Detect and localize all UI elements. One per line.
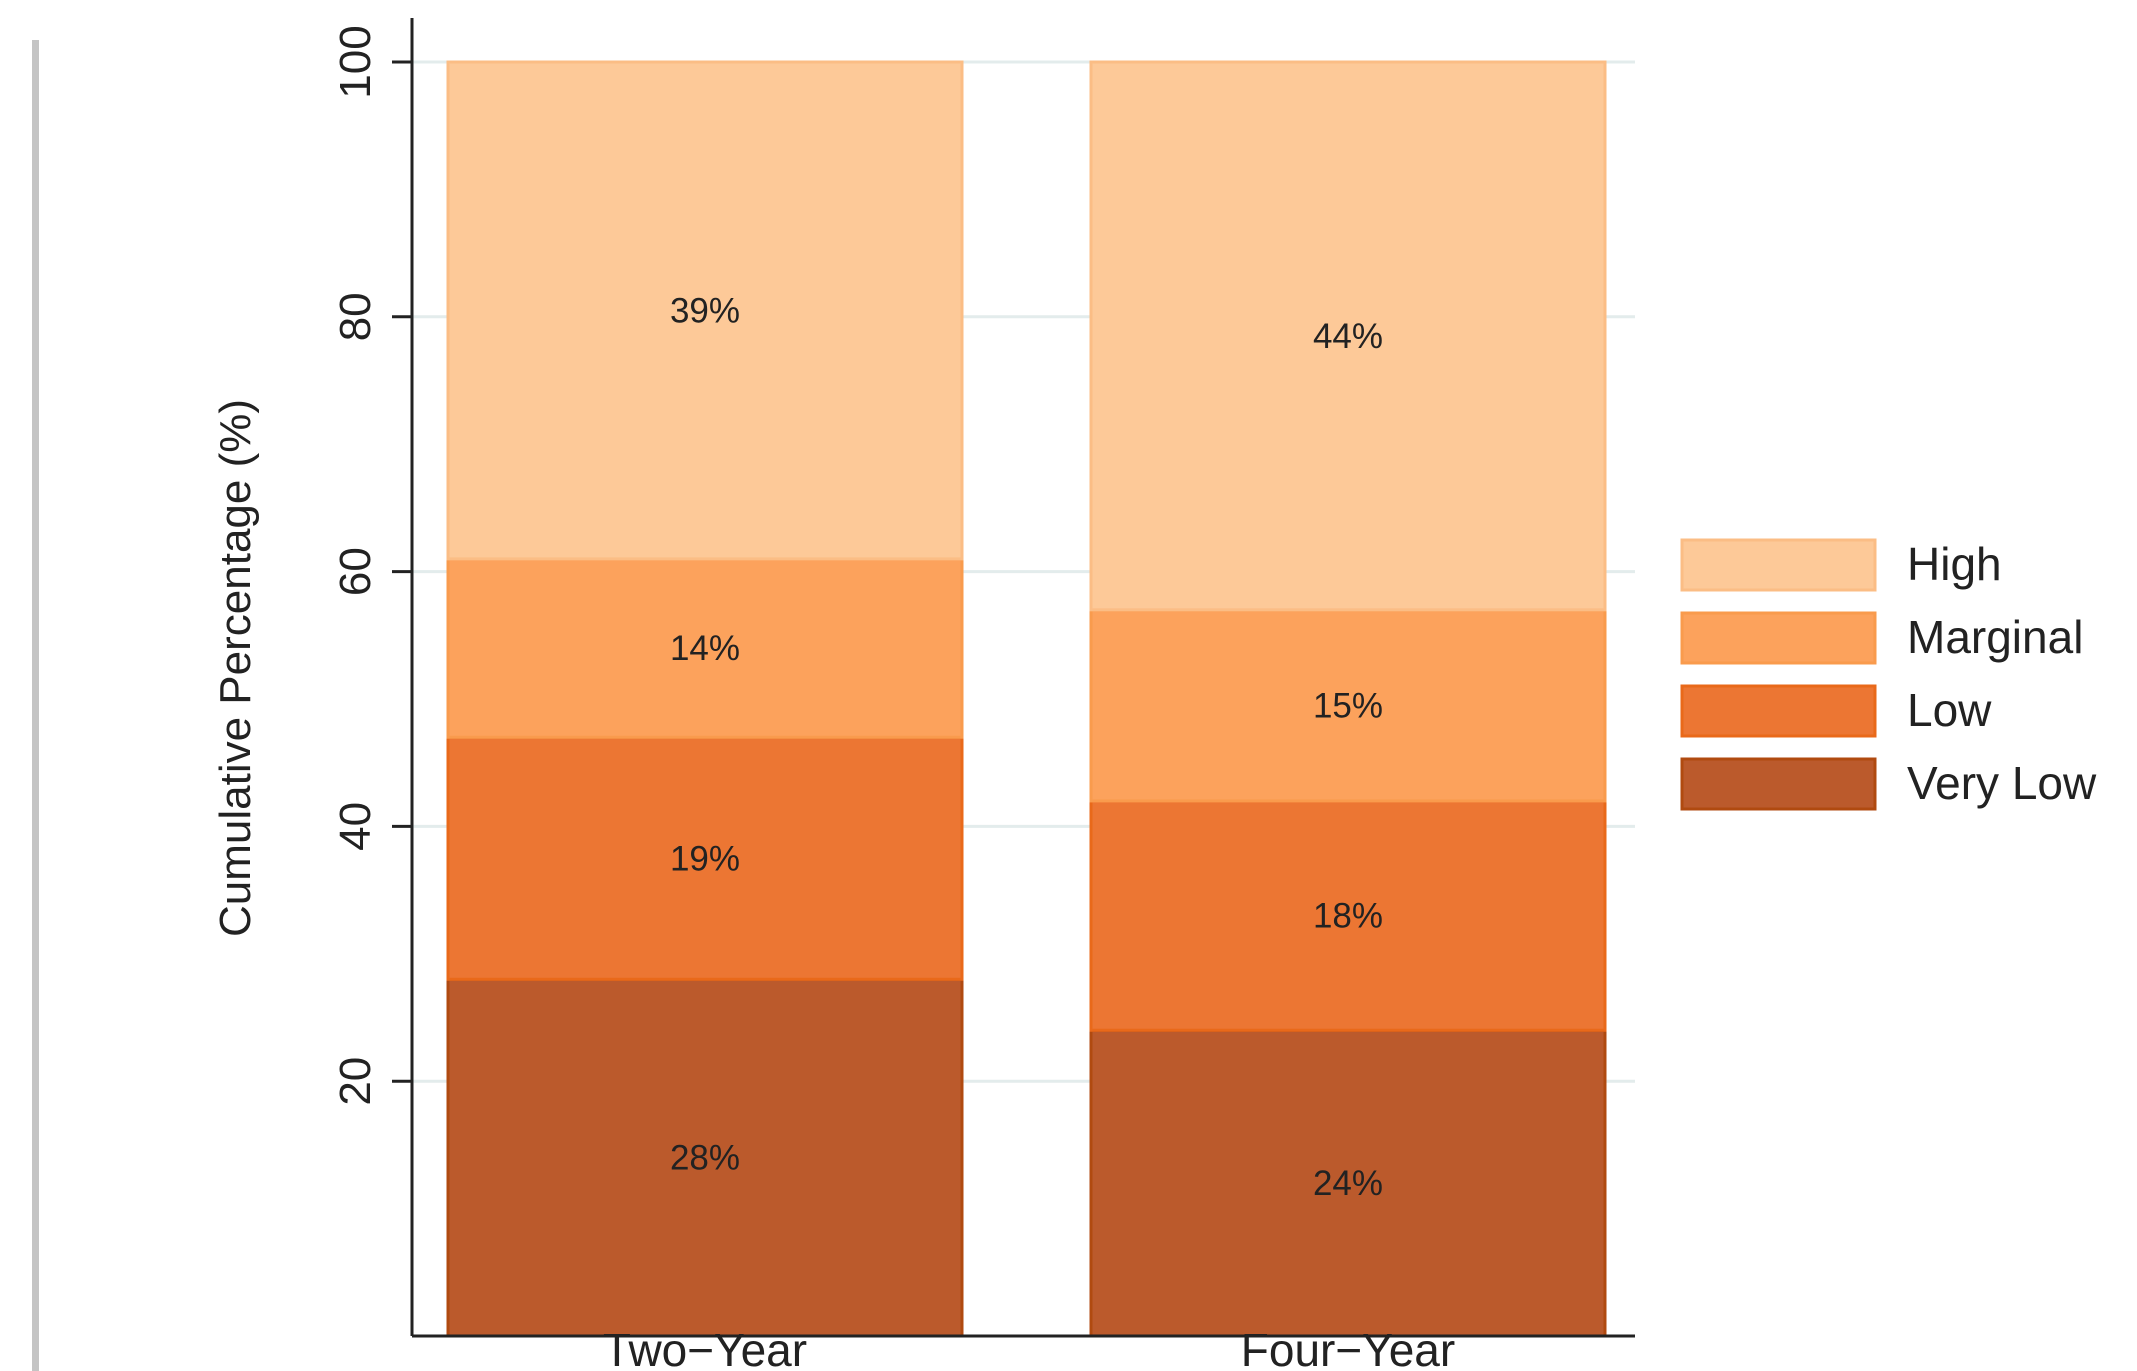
axes (410, 18, 1635, 1338)
bar-segment (446, 977, 964, 1338)
y-tick-label: 100 (331, 25, 380, 98)
legend-label: Marginal (1907, 611, 2083, 663)
y-axis-title: Cumulative Percentage (%) (211, 399, 260, 937)
bar-segment (446, 60, 964, 561)
legend: High Marginal Low Very Low (1680, 538, 2097, 811)
bar-value-label: 44% (1313, 317, 1383, 356)
y-ticks: 20 40 60 80 100 (331, 25, 412, 1106)
bar-value-label: 19% (670, 839, 740, 878)
bar-segment (1089, 1028, 1607, 1338)
bar-segment (1089, 60, 1607, 612)
bar-value-label: 15% (1313, 686, 1383, 725)
bar-segment (1089, 799, 1607, 1032)
y-tick-label: 20 (331, 1057, 380, 1106)
page-left-rule (32, 40, 39, 1371)
legend-label: Very Low (1907, 757, 2097, 809)
bar-value-label: 18% (1313, 897, 1383, 936)
x-category-label: Four−Year (1241, 1324, 1455, 1371)
x-category-label: Two−Year (603, 1324, 807, 1371)
bars: 28% 19% 14% 39% 24% 18% 15% 44% (446, 60, 1607, 1338)
legend-label: High (1907, 538, 2002, 590)
y-tick-label: 80 (331, 292, 380, 341)
legend-swatch (1680, 684, 1877, 738)
legend-swatch (1680, 757, 1877, 811)
legend-label: Low (1907, 684, 1992, 736)
legend-swatch (1680, 538, 1877, 592)
x-category-labels: Two−Year Four−Year (603, 1324, 1455, 1371)
bar-segment (446, 557, 964, 739)
bar-value-label: 39% (670, 291, 740, 330)
y-tick-label: 40 (331, 802, 380, 851)
bar-segment (1089, 608, 1607, 803)
bar-value-label: 28% (670, 1139, 740, 1178)
bar-value-label: 24% (1313, 1164, 1383, 1203)
y-tick-label: 60 (331, 547, 380, 596)
bar-value-label: 14% (670, 629, 740, 668)
legend-swatch (1680, 611, 1877, 665)
